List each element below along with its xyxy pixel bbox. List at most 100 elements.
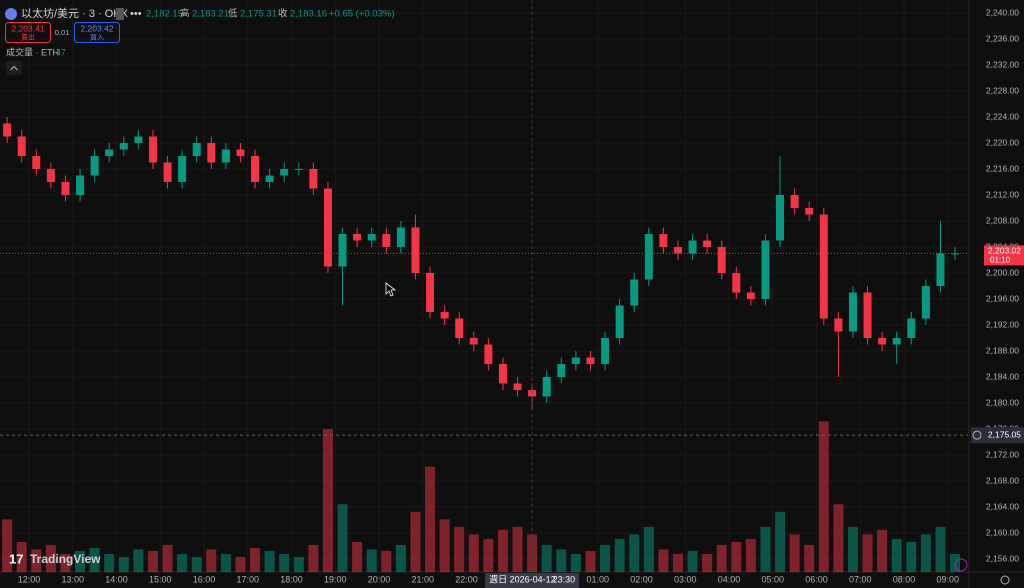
y-tick-label: 2,228.00 (986, 85, 1019, 95)
x-tick-label: 12:00 (18, 574, 41, 584)
candle-body (586, 357, 595, 364)
volume-bar (16, 541, 27, 572)
y-tick-label: 2,156.00 (986, 553, 1019, 563)
volume-bar (483, 538, 494, 572)
volume-bar (862, 534, 873, 572)
close-label: 收 (278, 8, 288, 20)
crosshair-time-box (485, 573, 580, 588)
volume-bar (425, 466, 436, 572)
buy-button[interactable] (74, 22, 120, 43)
candle-body (528, 390, 537, 397)
x-tick-label: 18:00 (280, 574, 303, 584)
candle-body (294, 169, 303, 170)
x-tick-label: 01:00 (586, 574, 609, 584)
candle-body (221, 149, 230, 163)
volume-bar (920, 534, 931, 572)
x-tick-label: 21:00 (411, 574, 434, 584)
volume-bar (89, 547, 100, 572)
x-tick-label: 09:00 (936, 574, 959, 584)
change: +0.65 (+0.03%) (329, 9, 395, 20)
volume-bar (672, 553, 683, 572)
candle-body (178, 156, 187, 182)
x-tick-label: 07:00 (849, 574, 872, 584)
y-tick-label: 2,192.00 (986, 319, 1019, 329)
x-tick-label: 02:00 (630, 574, 653, 584)
candle-body (163, 162, 172, 182)
x-tick-label: 08:00 (893, 574, 916, 584)
bolt-button[interactable] (954, 558, 968, 572)
y-tick-label: 2,196.00 (986, 293, 1019, 303)
candle-body (848, 292, 857, 332)
volume-bar (833, 504, 844, 572)
volume-value: 47 (56, 47, 66, 57)
y-tick-label: 2,180.00 (986, 397, 1019, 407)
crosshair-date: 週日 2026-04-12 (489, 574, 556, 584)
buy-label: 買入 (90, 33, 104, 41)
candle-body (90, 156, 99, 176)
candle-body (805, 208, 814, 215)
candle-body (921, 286, 930, 319)
symbol-icon (5, 8, 17, 20)
volume-bar (760, 526, 771, 572)
settings-button[interactable] (1000, 575, 1010, 585)
volume-bar (220, 553, 231, 572)
candle-body (673, 247, 682, 254)
candle-body (819, 214, 828, 319)
volume-bar (906, 541, 917, 572)
volume-bar (381, 550, 392, 572)
volume-bar (512, 526, 523, 572)
volume-bar (804, 544, 815, 572)
crosshair-plus (972, 430, 982, 440)
cursor (385, 282, 397, 297)
low: 2,175.31 (240, 9, 277, 20)
candle-body (367, 234, 376, 241)
more[interactable]: ••• (130, 8, 142, 20)
volume-bar (570, 553, 581, 572)
chevron-icon (10, 65, 18, 71)
candle-body (688, 240, 697, 254)
crosshair-price: 2,175.05 (988, 429, 1021, 439)
candle-body (644, 234, 653, 280)
candle-body (46, 169, 55, 182)
x-tick-label: 13:00 (61, 574, 84, 584)
volume-bar (585, 550, 596, 572)
candle-body (148, 136, 157, 163)
sell-button[interactable] (5, 22, 51, 43)
countdown: 01:10 (990, 255, 1011, 264)
volume-bar (716, 544, 727, 572)
candle-body (17, 136, 26, 156)
volume-bar (439, 519, 450, 572)
volume-bar (731, 541, 742, 572)
spread: 0.01 (55, 28, 70, 37)
candle-body (513, 383, 522, 390)
x-tick-label: 14:00 (105, 574, 128, 584)
candle-body (207, 143, 216, 163)
candle-body (105, 149, 114, 156)
y-tick-label: 2,240.00 (986, 7, 1019, 17)
x-tick-label: 16:00 (193, 574, 216, 584)
candle-body (776, 195, 785, 241)
last-price-label: 2,203.02 (988, 246, 1021, 256)
candle-body (484, 344, 493, 364)
candle-body (353, 234, 362, 241)
volume-bar (687, 550, 698, 572)
volume-bar (847, 526, 858, 572)
volume-bar (410, 511, 421, 572)
candle-body (76, 175, 85, 195)
volume-bar (541, 544, 552, 572)
candle-body (892, 338, 901, 345)
volume-bar (293, 556, 304, 572)
candle-body (703, 240, 712, 247)
candle-body (863, 292, 872, 338)
volume-bar (818, 421, 829, 572)
candle-body (192, 143, 201, 156)
volume-bar (643, 526, 654, 572)
collapse-button[interactable] (6, 61, 22, 75)
candle-body (936, 253, 945, 286)
volume-bar (31, 549, 42, 572)
candle-body (746, 292, 755, 299)
volume-bar (395, 544, 406, 572)
y-tick-label: 2,160.00 (986, 527, 1019, 537)
close: 2,183.16 (290, 9, 327, 20)
candle-body (542, 377, 551, 397)
